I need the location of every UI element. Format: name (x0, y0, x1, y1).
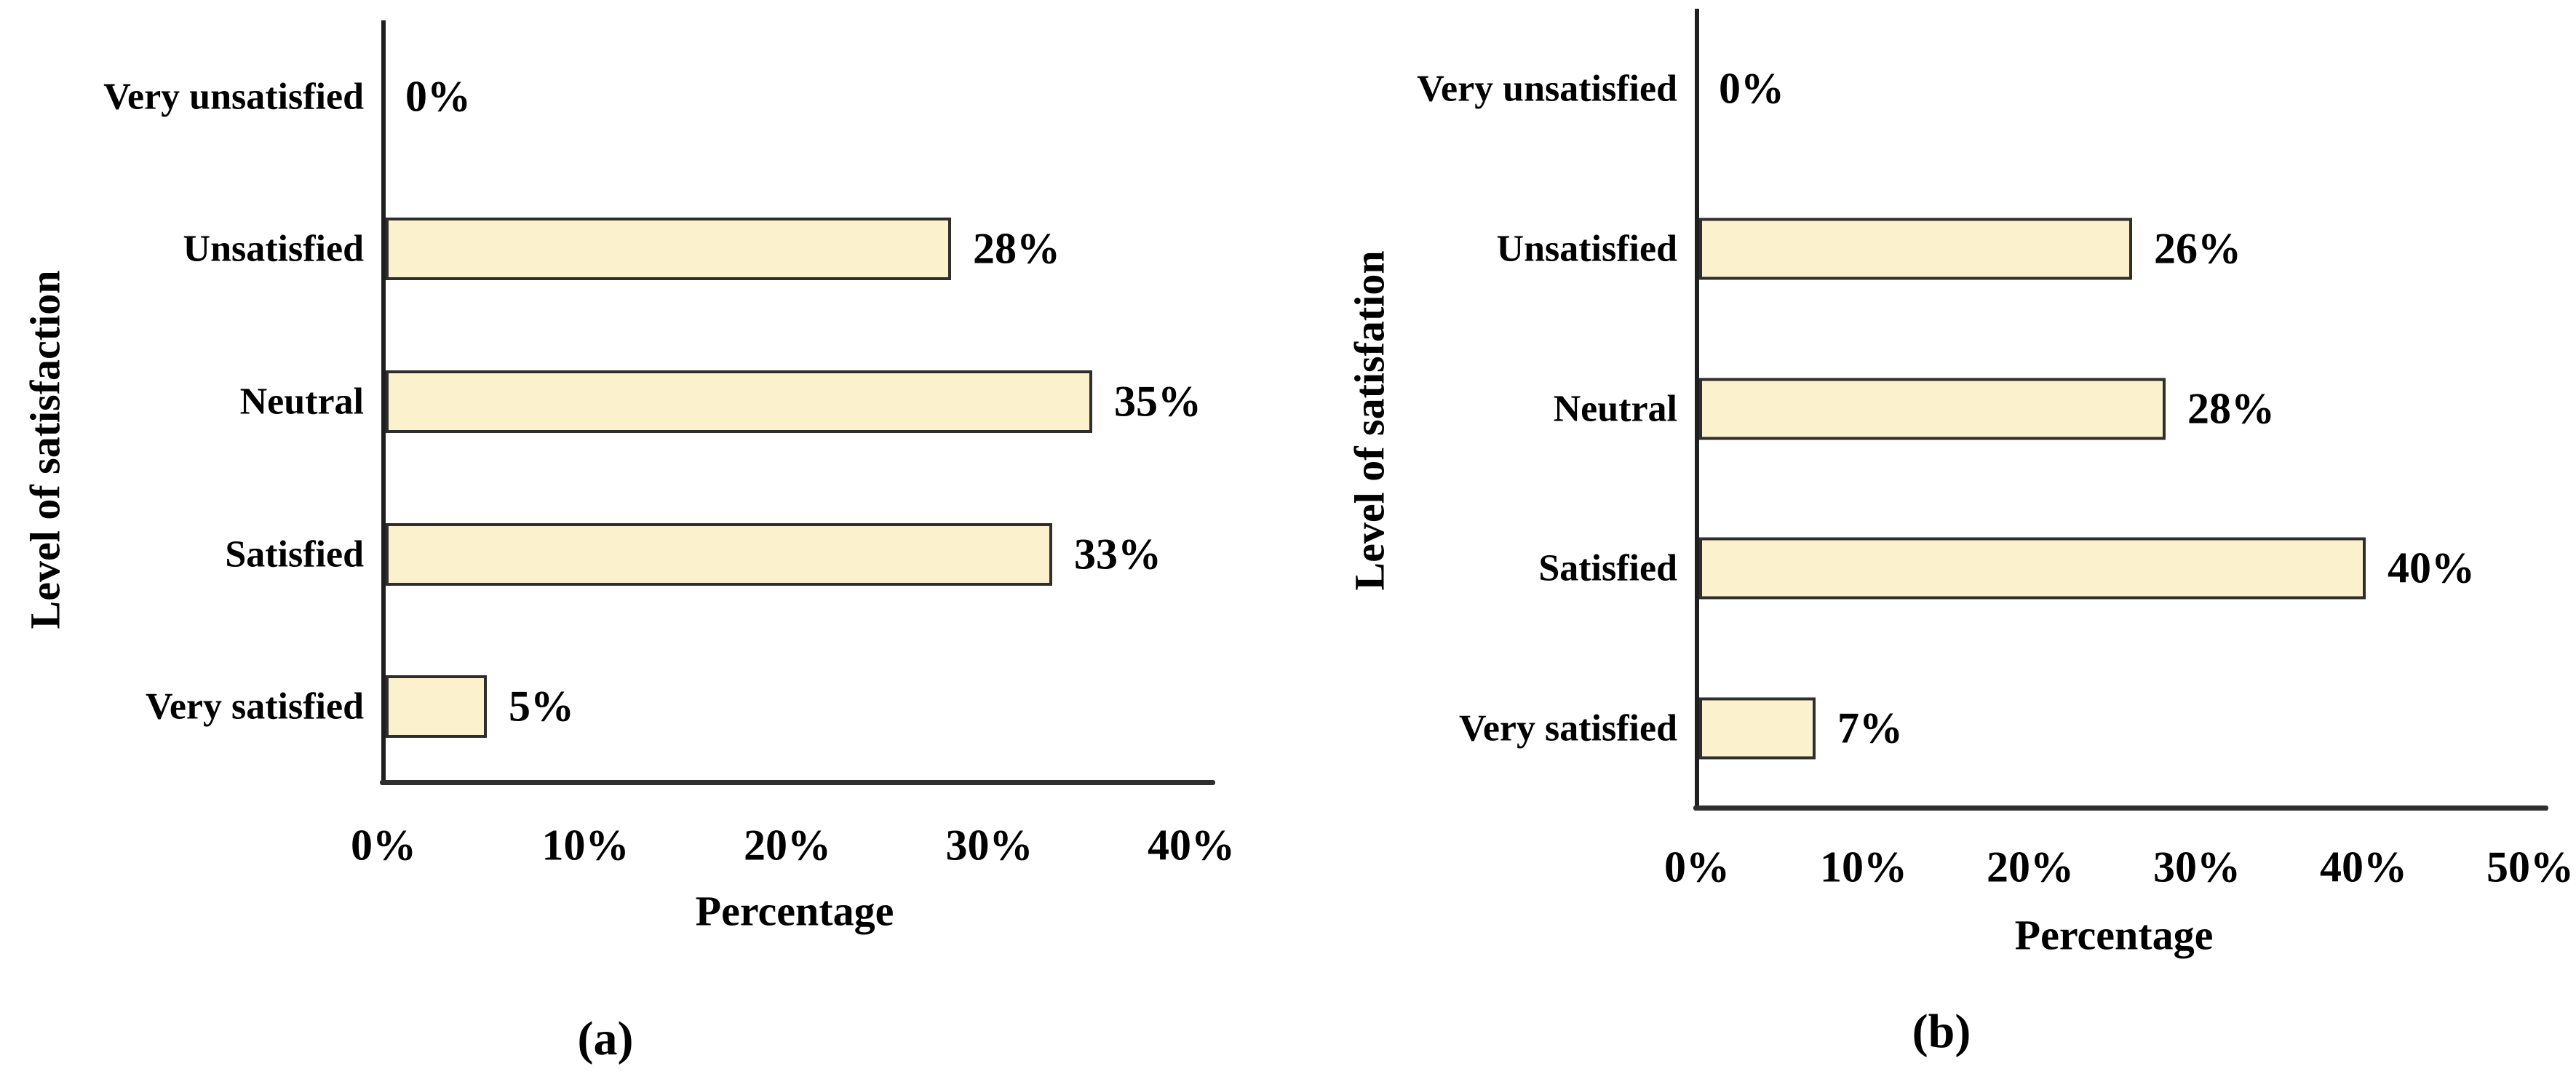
value-label: 0% (1719, 64, 1784, 113)
bar (386, 522, 1052, 586)
value-label: 28% (2187, 384, 2275, 432)
x-tick-label: 20% (744, 821, 831, 870)
x-tick-label: 10% (1820, 843, 1907, 891)
value-label: 0% (405, 72, 471, 121)
value-label: 7% (1837, 704, 1903, 752)
bar (1699, 537, 2366, 600)
chart-b-x-axis-line (1693, 805, 2548, 811)
value-label: 33% (1074, 530, 1161, 578)
chart-a-caption: (a) (577, 1012, 634, 1065)
category-label: Very unsatisfied (103, 76, 364, 118)
chart-a-x-axis-title: Percentage (695, 887, 894, 935)
x-tick-label: 40% (2320, 843, 2407, 891)
value-label: 40% (2388, 544, 2475, 592)
chart-b-caption: (b) (1912, 1005, 1971, 1058)
x-tick-label: 10% (541, 821, 629, 870)
category-label: Satisfied (1538, 547, 1677, 589)
x-tick-label: 40% (1148, 821, 1235, 870)
bar (1699, 697, 1816, 760)
category-label: Neutral (239, 381, 364, 423)
chart-a-x-axis-line (380, 780, 1215, 785)
category-label: Very satisfied (1459, 707, 1677, 749)
x-tick-label: 20% (1987, 843, 2074, 891)
x-tick-label: 30% (945, 821, 1033, 870)
category-label: Very unsatisfied (1417, 68, 1677, 110)
x-tick-label: 30% (2153, 843, 2241, 891)
category-label: Neutral (1553, 388, 1677, 429)
bar (1699, 218, 2132, 280)
category-label: Satisfied (225, 533, 364, 576)
x-tick-label: 0% (351, 821, 416, 870)
x-tick-label: 0% (1664, 843, 1730, 891)
category-label: Unsatisfied (1496, 228, 1677, 270)
value-label: 26% (2154, 224, 2241, 273)
x-tick-label: 50% (2486, 843, 2574, 891)
bar (386, 675, 487, 739)
chart-b-y-axis-line (1695, 9, 1699, 811)
bar (1699, 378, 2166, 439)
bar (386, 370, 1092, 433)
category-label: Very satisfied (146, 685, 364, 728)
value-label: 28% (973, 224, 1060, 273)
category-label: Unsatisfied (183, 228, 364, 270)
value-label: 35% (1114, 377, 1201, 426)
chart-a-y-axis-line (381, 20, 386, 783)
bar (386, 218, 951, 281)
chart-b-x-axis-title: Percentage (2014, 911, 2214, 959)
value-label: 5% (509, 682, 574, 731)
